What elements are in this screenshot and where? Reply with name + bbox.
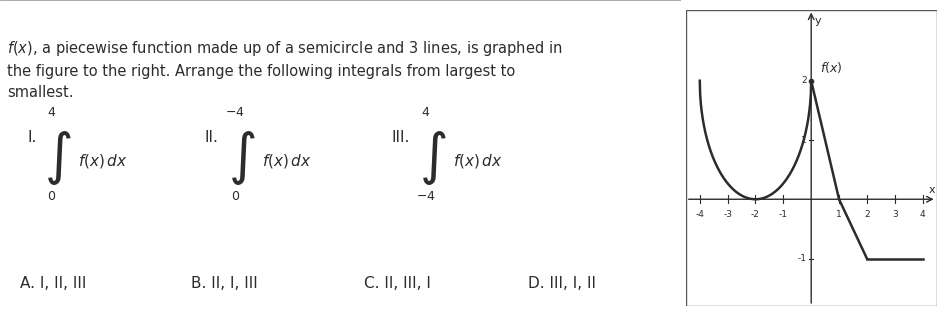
Text: 4: 4: [422, 106, 429, 119]
Text: -4: -4: [695, 210, 704, 219]
Text: x: x: [929, 185, 936, 194]
Text: -2: -2: [751, 210, 760, 219]
Text: I.: I.: [27, 130, 37, 145]
Text: $f(x)$: $f(x)$: [819, 60, 842, 75]
Text: III.: III.: [392, 130, 410, 145]
Text: $f(x)\,dx$: $f(x)\,dx$: [79, 152, 128, 170]
Text: II.: II.: [204, 130, 219, 145]
Text: 2: 2: [864, 210, 869, 219]
Text: 4: 4: [920, 210, 925, 219]
Text: 2: 2: [801, 76, 807, 85]
Text: y: y: [815, 15, 821, 25]
Text: D. III, I, II: D. III, I, II: [528, 276, 596, 291]
Text: -3: -3: [723, 210, 732, 219]
Text: 0: 0: [47, 190, 55, 203]
Text: $\int$: $\int$: [44, 129, 72, 187]
Text: $f(x)\,dx$: $f(x)\,dx$: [453, 152, 502, 170]
Text: 0: 0: [231, 190, 239, 203]
Text: $-4$: $-4$: [225, 106, 245, 119]
Text: $\int$: $\int$: [228, 129, 255, 187]
Text: B. II, I, III: B. II, I, III: [191, 276, 257, 291]
Text: -1: -1: [779, 210, 788, 219]
Text: C. II, III, I: C. II, III, I: [364, 276, 431, 291]
Text: 4: 4: [47, 106, 55, 119]
Text: $-4$: $-4$: [416, 190, 435, 203]
Text: 1: 1: [836, 210, 842, 219]
Text: 1: 1: [801, 136, 807, 145]
Text: A. I, II, III: A. I, II, III: [21, 276, 87, 291]
Text: 3: 3: [892, 210, 898, 219]
Text: $f(x)$, a piecewise function made up of a semicircle and 3 lines, is graphed in
: $f(x)$, a piecewise function made up of …: [7, 39, 562, 99]
Text: -1: -1: [798, 254, 807, 263]
Text: $f(x)\,dx$: $f(x)\,dx$: [262, 152, 312, 170]
Text: $\int$: $\int$: [419, 129, 447, 187]
